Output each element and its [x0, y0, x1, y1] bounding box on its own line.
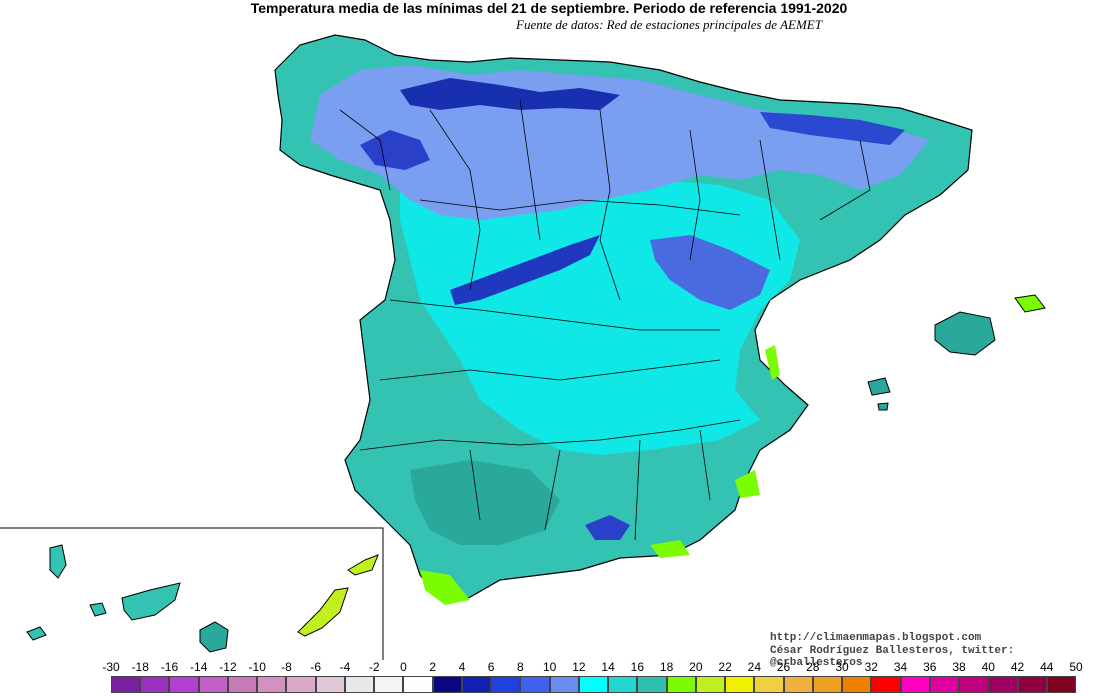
- valencia-coast-warm: [765, 345, 780, 380]
- legend-tick-label: 2: [429, 660, 436, 674]
- legend-tick-label: 18: [659, 660, 674, 674]
- legend-swatch: [374, 676, 404, 693]
- legend-tick-label: -12: [219, 660, 237, 674]
- cadiz-coast-warm: [420, 570, 470, 605]
- cantabrian-range: [400, 78, 620, 110]
- legend-swatch: [520, 676, 550, 693]
- legend-tick-label: 24: [747, 660, 762, 674]
- legend-tick-label: -14: [190, 660, 208, 674]
- legend-swatch: [666, 676, 696, 693]
- legend-tick-label: 32: [864, 660, 878, 674]
- legend-swatch: [637, 676, 667, 693]
- legend-swatch: [227, 676, 258, 693]
- map-subtitle: Fuente de datos: Red de estaciones princ…: [516, 17, 822, 32]
- legend-swatch: [900, 676, 930, 693]
- legend-swatch: [198, 676, 228, 693]
- legend-tick-label: 34: [893, 660, 908, 674]
- legend-tick-label: 42: [1010, 660, 1025, 674]
- legend-tick-label: 40: [981, 660, 995, 674]
- legend-tick-label: -16: [160, 660, 179, 674]
- legend-tick-label: -2: [368, 660, 380, 674]
- legend-tick-label: 28: [806, 660, 820, 674]
- legend-swatch: [1017, 676, 1047, 693]
- menorca: [1014, 294, 1046, 313]
- ibiza: [867, 377, 891, 396]
- legend-swatch: [842, 676, 872, 693]
- province-borders: [339, 99, 871, 541]
- legend-swatch: [257, 676, 287, 693]
- legend-tick-label: -18: [131, 660, 149, 674]
- legend-swatch: [140, 676, 170, 693]
- guadalquivir-zone: [410, 460, 560, 545]
- legend-tick-label: -4: [339, 660, 351, 674]
- iberian-system: [650, 235, 770, 310]
- map-title: Temperatura media de las mínimas del 21 …: [250, 0, 848, 16]
- murcia-coast-warm: [735, 470, 760, 498]
- legend-swatch: [959, 676, 989, 693]
- legend-tick-label: 12: [572, 660, 586, 674]
- legend-tick-label: 4: [458, 660, 466, 674]
- legend-swatch: [988, 676, 1018, 693]
- legend-swatch: [169, 676, 199, 693]
- la-gomera: [89, 602, 107, 617]
- legend-swatch: [871, 676, 901, 693]
- legend-tick-label: 16: [630, 660, 645, 674]
- legend-tick-label: 36: [923, 660, 937, 674]
- legend-swatch: [783, 676, 813, 693]
- legend-swatch: [725, 676, 755, 693]
- legend-tick-label: 10: [542, 660, 557, 674]
- legend-swatch: [549, 676, 579, 693]
- fuerteventura: [297, 587, 349, 637]
- almeria-coast-warm: [650, 540, 690, 558]
- legend-tick-label: 38: [952, 660, 966, 674]
- legend-swatch: [754, 676, 784, 693]
- legend-swatch: [812, 676, 843, 693]
- tenerife: [121, 582, 181, 621]
- legend-tick-label: -8: [281, 660, 292, 674]
- legend-tick-label: 26: [776, 660, 791, 674]
- legend-swatch: [403, 676, 433, 693]
- author-credit: César Rodríguez Ballesteros, twitter: @c…: [770, 645, 1015, 669]
- legend-tick-label: 30: [835, 660, 849, 674]
- legend-swatch: [344, 676, 375, 693]
- legend-tick-label: 44: [1040, 660, 1054, 674]
- legend-swatch: [1046, 676, 1076, 693]
- legend-swatch: [578, 676, 609, 693]
- pyrenees-range: [760, 112, 905, 145]
- legend-tick-label: -6: [310, 660, 322, 674]
- legend-tick-label: 0: [400, 660, 407, 674]
- legend-swatch: [929, 676, 960, 693]
- legend-tick-label: 8: [517, 660, 524, 674]
- legend-swatch: [111, 676, 141, 693]
- central-system: [450, 235, 600, 305]
- legend-tick-label: 14: [601, 660, 615, 674]
- legend-swatch: [491, 676, 521, 693]
- legend-swatch: [461, 676, 492, 693]
- legend-swatch: [432, 676, 462, 693]
- sierra-nevada: [585, 515, 630, 540]
- legend-tick-label: -10: [248, 660, 266, 674]
- legend-tick-label: 50: [1069, 660, 1083, 674]
- legend-swatch: [608, 676, 638, 693]
- legend-swatch: [286, 676, 316, 693]
- color-legend: -30 -18 -16 -14 -12 -10 -8 -6 -4 -2 0 2 4 6 8 10 12 14 16 1…: [0, 660, 1098, 696]
- mallorca: [934, 311, 996, 356]
- canary-inset-frame: [0, 527, 384, 660]
- galicia-leon-mountains: [360, 130, 430, 170]
- formentera: [877, 402, 889, 411]
- blog-credit: http://climaenmapas.blogspot.com: [770, 632, 982, 644]
- el-hierro: [26, 626, 47, 641]
- legend-swatch: [695, 676, 726, 693]
- lanzarote: [347, 554, 379, 576]
- legend-tick-label: -30: [102, 660, 120, 674]
- legend-tick-label: 22: [718, 660, 732, 674]
- legend-swatch: [315, 676, 345, 693]
- legend-tick-label: 20: [689, 660, 703, 674]
- legend-tick-label: 6: [487, 660, 495, 674]
- la-palma: [49, 544, 67, 579]
- gran-canaria: [199, 621, 229, 653]
